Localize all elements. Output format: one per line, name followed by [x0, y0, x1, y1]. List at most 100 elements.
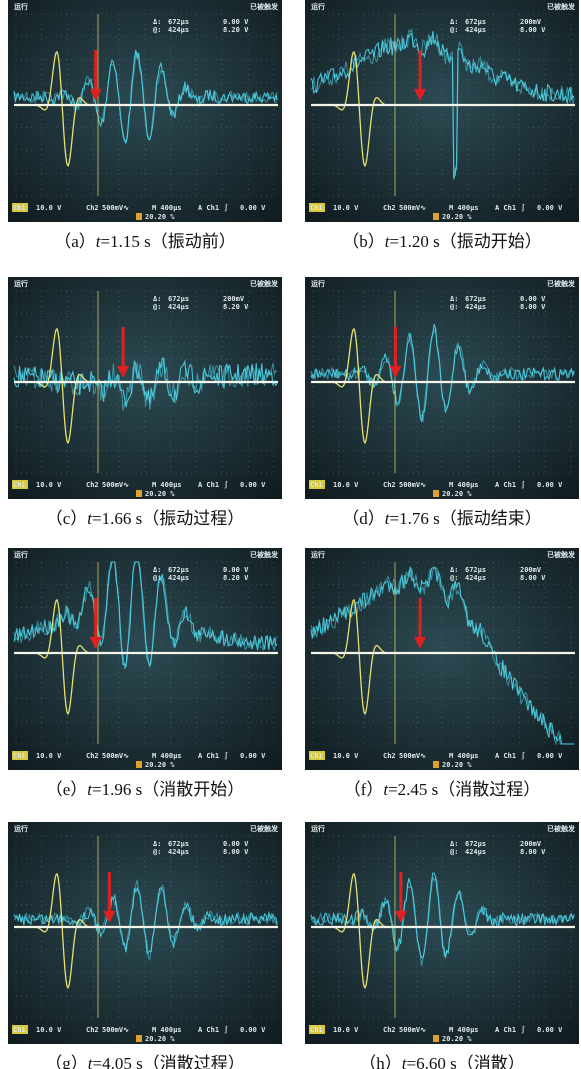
caption-label: （b）	[342, 232, 385, 251]
trigger-source: A Ch1	[198, 752, 219, 760]
ch1-badge	[309, 480, 325, 489]
arrow-head	[394, 911, 407, 923]
delta-voltage: 0.00 V	[223, 566, 249, 574]
time-base: M 400μs	[152, 752, 182, 760]
delta-time: 672μs	[465, 18, 486, 26]
ch1-label: Ch1	[310, 1026, 323, 1034]
horizontal-position: 20.20 %	[145, 1035, 175, 1043]
caption-variable: t	[402, 1054, 408, 1069]
arrow-head	[117, 366, 130, 378]
delta-time: 672μs	[465, 295, 486, 303]
delta-time: 672μs	[168, 295, 189, 303]
caption-state: （振动过程）	[142, 509, 244, 528]
run-status: 运行	[14, 550, 28, 559]
delta-label: Δ:	[153, 840, 161, 848]
time-base: M 400μs	[152, 204, 182, 212]
at-label: @:	[153, 848, 161, 856]
ch2-label: Ch2	[86, 752, 99, 760]
oscilloscope-screen: 运行 已被触发 Δ: 672μs 0.00 V @: 424μs 8.00 V Ch1 10.0 …	[8, 822, 282, 1044]
caption-label: （e）	[46, 780, 88, 799]
at-time: 424μs	[465, 303, 486, 311]
caption: （c）t=1.66 s（振动过程）	[46, 509, 244, 528]
ch2-label: Ch2	[86, 204, 99, 212]
arrow-head	[389, 366, 402, 378]
trigger-source: A Ch1	[495, 481, 516, 489]
ch2-scale: 500mV∿	[102, 1026, 129, 1034]
trigger-slope: ∫	[521, 1025, 525, 1034]
at-time: 424μs	[168, 26, 189, 34]
trigger-level: 0.00 V	[240, 1026, 266, 1034]
oscilloscope-screen: 运行 已被触发 Δ: 672μs 0.00 V @: 424μs 8.00 V Ch1 10.0 …	[305, 277, 579, 499]
oscilloscope-screen: 运行 已被触发 Δ: 672μs 200mV @: 424μs 8.20 V Ch1 10.0 V…	[8, 277, 282, 499]
ch1-label: Ch1	[13, 481, 26, 489]
pos-badge	[136, 213, 142, 220]
run-status: 运行	[311, 279, 325, 288]
delta-time: 672μs	[168, 840, 189, 848]
pos-badge	[433, 213, 439, 220]
at-voltage: 8.20 V	[223, 26, 249, 34]
trigger-status: 已被触发	[547, 824, 576, 833]
caption-label: （c）	[46, 509, 88, 528]
caption: （h）t=6.60 s（消散）	[359, 1054, 524, 1069]
trigger-slope: ∫	[224, 203, 228, 212]
caption-variable: t	[383, 780, 389, 799]
caption: （f）t=2.45 s（消散过程）	[344, 780, 541, 799]
ch1-label: Ch1	[13, 752, 26, 760]
run-status: 运行	[14, 2, 28, 11]
delta-label: Δ:	[450, 18, 458, 26]
at-label: @:	[450, 574, 458, 582]
delta-label: Δ:	[153, 566, 161, 574]
caption-time: =1.15 s	[101, 232, 151, 251]
trigger-source: A Ch1	[495, 1026, 516, 1034]
trigger-status: 已被触发	[250, 279, 279, 288]
ch2-scale: 500mV∿	[102, 752, 129, 760]
trigger-level: 0.00 V	[240, 481, 266, 489]
at-label: @:	[153, 303, 161, 311]
ch2-label: Ch2	[86, 1026, 99, 1034]
time-base: M 400μs	[449, 752, 479, 760]
caption-time: =6.60 s	[407, 1054, 457, 1069]
caption-time: =1.76 s	[390, 509, 440, 528]
caption-state: （振动结束）	[440, 509, 542, 528]
trigger-slope: ∫	[224, 480, 228, 489]
run-status: 运行	[311, 2, 325, 11]
trigger-level: 0.00 V	[537, 204, 563, 212]
caption-state: （消散开始）	[142, 780, 244, 799]
ch1-scale: 10.0 V	[333, 752, 359, 760]
trigger-source: A Ch1	[198, 204, 219, 212]
channel2-trace	[13, 357, 278, 408]
arrow-head	[414, 637, 427, 649]
trigger-status: 已被触发	[250, 550, 279, 559]
arrow-head	[89, 637, 102, 649]
caption-label: （a）	[54, 232, 96, 251]
delta-label: Δ:	[153, 295, 161, 303]
at-label: @:	[153, 26, 161, 34]
caption: （g）t=4.05 s（消散过程）	[45, 1054, 244, 1069]
pos-badge	[433, 761, 439, 768]
caption-time: =2.45 s	[388, 780, 438, 799]
pos-badge	[136, 761, 142, 768]
caption-state: （振动开始）	[440, 232, 542, 251]
caption-state: （消散过程）	[438, 780, 540, 799]
ch1-scale: 10.0 V	[36, 481, 62, 489]
at-voltage: 8.00 V	[520, 848, 546, 856]
ch1-scale: 10.0 V	[36, 1026, 62, 1034]
run-status: 运行	[311, 824, 325, 833]
trigger-level: 0.00 V	[240, 204, 266, 212]
at-voltage: 8.00 V	[520, 303, 546, 311]
at-voltage: 8.20 V	[223, 574, 249, 582]
ch2-scale: 500mV∿	[399, 752, 426, 760]
ch1-label: Ch1	[310, 204, 323, 212]
ch1-scale: 10.0 V	[333, 481, 359, 489]
at-label: @:	[450, 303, 458, 311]
ch1-badge	[309, 751, 325, 760]
delta-time: 672μs	[465, 566, 486, 574]
ch1-scale: 10.0 V	[333, 204, 359, 212]
trigger-slope: ∫	[521, 751, 525, 760]
channel2-trace	[13, 51, 278, 143]
ch2-label: Ch2	[383, 752, 396, 760]
caption: （a）t=1.15 s（振动前）	[54, 232, 235, 251]
ch1-scale: 10.0 V	[333, 1026, 359, 1034]
at-time: 424μs	[465, 26, 486, 34]
ch2-scale: 500mV∿	[399, 481, 426, 489]
